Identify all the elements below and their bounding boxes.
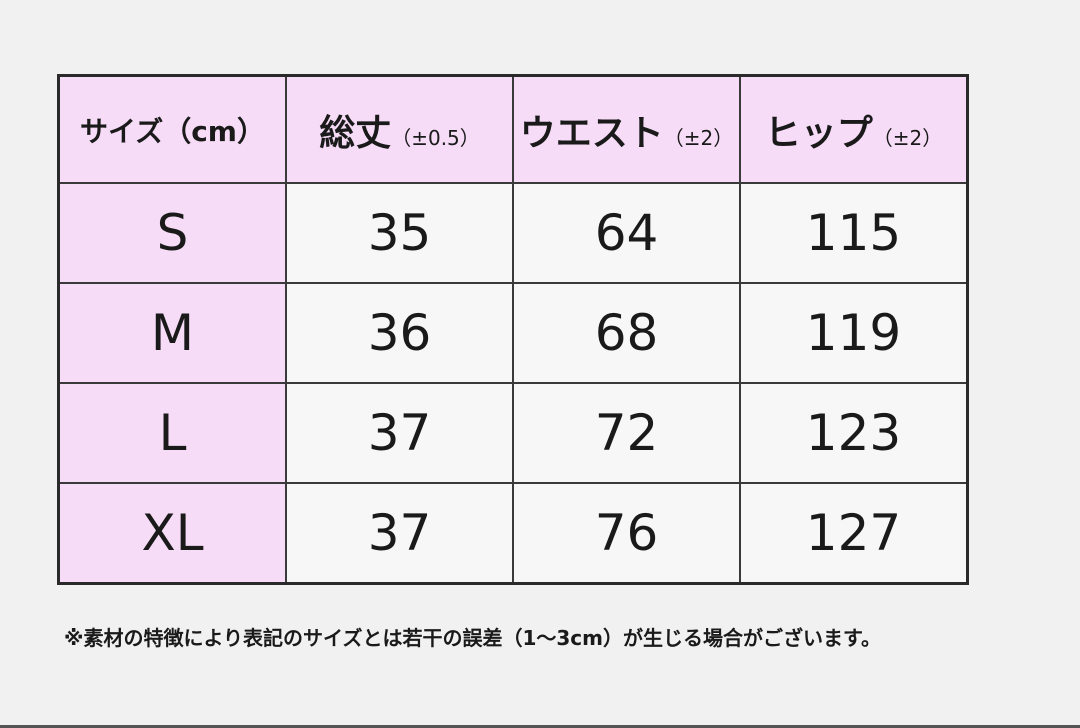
body-row: L 37 72 123 (57, 382, 969, 484)
header-cell: サイズ（cm） (57, 74, 287, 184)
header-cell: 総丈（±0.5） (285, 74, 514, 184)
value-cell: 76 (512, 482, 741, 585)
value-cell: 37 (285, 482, 514, 585)
header-main: 総丈 (319, 112, 392, 154)
value-cell: 115 (739, 182, 969, 284)
header-cell: ウエスト（±2） (512, 74, 741, 184)
header-main: ウエスト (519, 112, 664, 154)
body-row: M 36 68 119 (57, 282, 969, 384)
value-cell: 36 (285, 282, 514, 384)
header-main: サイズ（cm） (80, 114, 265, 148)
header-sub: （±2） (872, 125, 943, 150)
value-cell: 119 (739, 282, 969, 384)
value-cell: 64 (512, 182, 741, 284)
size-cell: S (57, 182, 287, 284)
size-table: サイズ（cm） 総丈（±0.5） ウエスト（±2） ヒップ（±2） S 35 64 1… (57, 74, 969, 585)
value-cell: 68 (512, 282, 741, 384)
bottom-bar (0, 725, 1080, 728)
value-cell: 72 (512, 382, 741, 484)
size-cell: M (57, 282, 287, 384)
note: ※素材の特徴により表記のサイズとは若干の誤差（1～3cm）が生じる場合がございま… (64, 626, 881, 650)
value-cell: 123 (739, 382, 969, 484)
value-cell: 127 (739, 482, 969, 585)
body-row: S 35 64 115 (57, 182, 969, 284)
body-row: XL 37 76 127 (57, 482, 969, 585)
header-sub: （±2） (663, 125, 734, 150)
value-cell: 35 (285, 182, 514, 284)
header-sub: （±0.5） (391, 125, 480, 150)
header-row: サイズ（cm） 総丈（±0.5） ウエスト（±2） ヒップ（±2） (57, 74, 969, 184)
header-main: ヒップ (764, 112, 873, 154)
header-cell: ヒップ（±2） (739, 74, 969, 184)
size-cell: L (57, 382, 287, 484)
size-cell: XL (57, 482, 287, 585)
value-cell: 37 (285, 382, 514, 484)
